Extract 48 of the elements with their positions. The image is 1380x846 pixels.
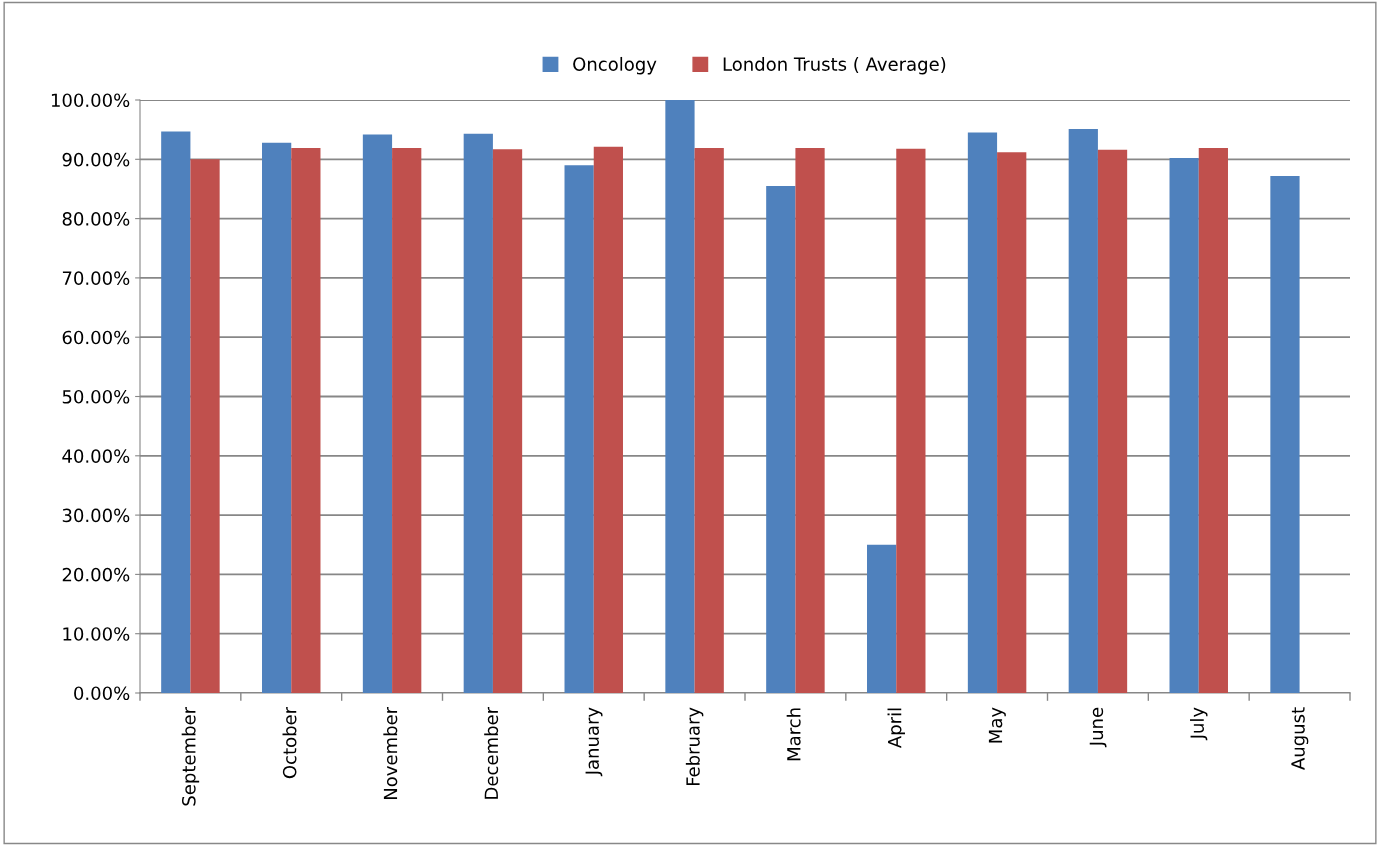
bar <box>795 148 825 693</box>
y-tick-label: 60.00% <box>62 330 130 345</box>
bar <box>291 148 321 693</box>
x-tick-label: April <box>887 708 905 749</box>
bar <box>1169 158 1199 693</box>
bar <box>665 100 695 693</box>
bar <box>867 544 897 693</box>
y-tick-label: 50.00% <box>62 389 130 404</box>
bar <box>564 165 594 693</box>
bar <box>392 148 422 693</box>
bar <box>161 131 191 693</box>
bar <box>362 134 393 693</box>
bar <box>766 185 796 693</box>
y-tick-label: 10.00% <box>63 627 130 641</box>
bar <box>1097 149 1128 693</box>
x-tick-label: March <box>786 708 801 761</box>
y-tick-label: 0.00% <box>74 686 130 701</box>
bar <box>1270 175 1300 693</box>
bar <box>492 149 523 693</box>
x-tick-label: February <box>685 707 704 786</box>
y-tick-label: 70.00% <box>62 271 130 286</box>
bar <box>694 148 724 693</box>
y-tick-label: 80.00% <box>62 212 130 226</box>
bar <box>593 146 623 693</box>
bar <box>1198 148 1228 693</box>
bar <box>997 152 1027 693</box>
x-tick-label: October <box>282 706 297 779</box>
bar <box>967 132 998 693</box>
x-tick-label: June <box>1089 707 1107 748</box>
x-tick-label: November <box>383 706 398 800</box>
x-tick-label: August <box>1291 707 1309 770</box>
bar <box>896 148 926 693</box>
bar <box>463 133 493 693</box>
legend-label: London Trusts ( Average) <box>723 56 946 75</box>
bar <box>1068 129 1098 693</box>
y-tick-label: 90.00% <box>62 152 130 167</box>
x-tick-label: January <box>585 707 603 777</box>
x-tick-label: September <box>181 706 200 806</box>
y-tick-label: 20.00% <box>62 567 130 582</box>
legend-label: Oncology <box>573 56 657 75</box>
x-tick-label: July <box>1190 707 1208 741</box>
y-tick-label: 30.00% <box>62 508 130 523</box>
y-tick-label: 100.00% <box>51 93 130 108</box>
x-tick-label: May <box>988 707 1006 743</box>
x-tick-label: December <box>484 706 499 799</box>
bar <box>190 159 220 693</box>
bar <box>262 142 292 693</box>
y-tick-label: 40.00% <box>62 449 130 463</box>
